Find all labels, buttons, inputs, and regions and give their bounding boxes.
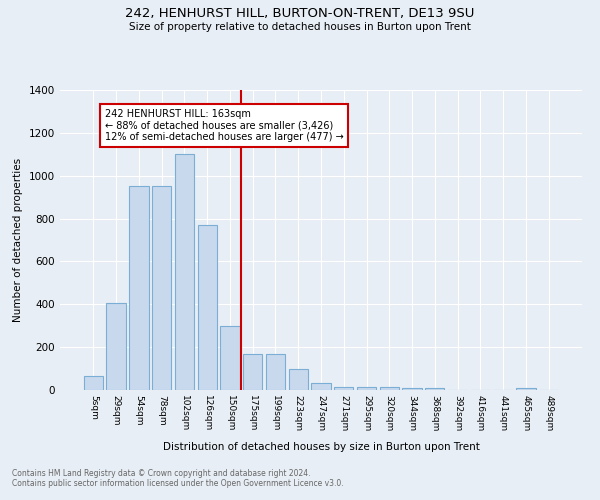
Text: 242 HENHURST HILL: 163sqm
← 88% of detached houses are smaller (3,426)
12% of se: 242 HENHURST HILL: 163sqm ← 88% of detac… [105,110,344,142]
Bar [243,354,262,390]
Bar [334,387,353,390]
Bar [84,376,103,390]
Bar [152,186,172,390]
Text: Contains public sector information licensed under the Open Government Licence v3: Contains public sector information licen… [12,478,344,488]
Y-axis label: Number of detached properties: Number of detached properties [13,158,23,322]
Bar [425,388,445,390]
Text: Size of property relative to detached houses in Burton upon Trent: Size of property relative to detached ho… [129,22,471,32]
Bar [175,154,194,390]
Bar [106,303,126,390]
Text: Contains HM Land Registry data © Crown copyright and database right 2024.: Contains HM Land Registry data © Crown c… [12,468,311,477]
Bar [289,368,308,390]
Text: 242, HENHURST HILL, BURTON-ON-TRENT, DE13 9SU: 242, HENHURST HILL, BURTON-ON-TRENT, DE1… [125,8,475,20]
Bar [311,382,331,390]
Bar [357,387,376,390]
Bar [516,388,536,390]
Bar [129,186,149,390]
Bar [220,326,239,390]
Bar [403,388,422,390]
Bar [197,225,217,390]
Text: Distribution of detached houses by size in Burton upon Trent: Distribution of detached houses by size … [163,442,479,452]
Bar [380,387,399,390]
Bar [266,354,285,390]
